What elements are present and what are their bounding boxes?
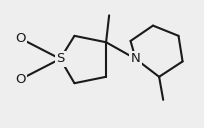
Text: N: N bbox=[131, 52, 141, 65]
Text: O: O bbox=[15, 73, 26, 86]
Text: S: S bbox=[56, 52, 64, 65]
Text: O: O bbox=[15, 32, 26, 45]
